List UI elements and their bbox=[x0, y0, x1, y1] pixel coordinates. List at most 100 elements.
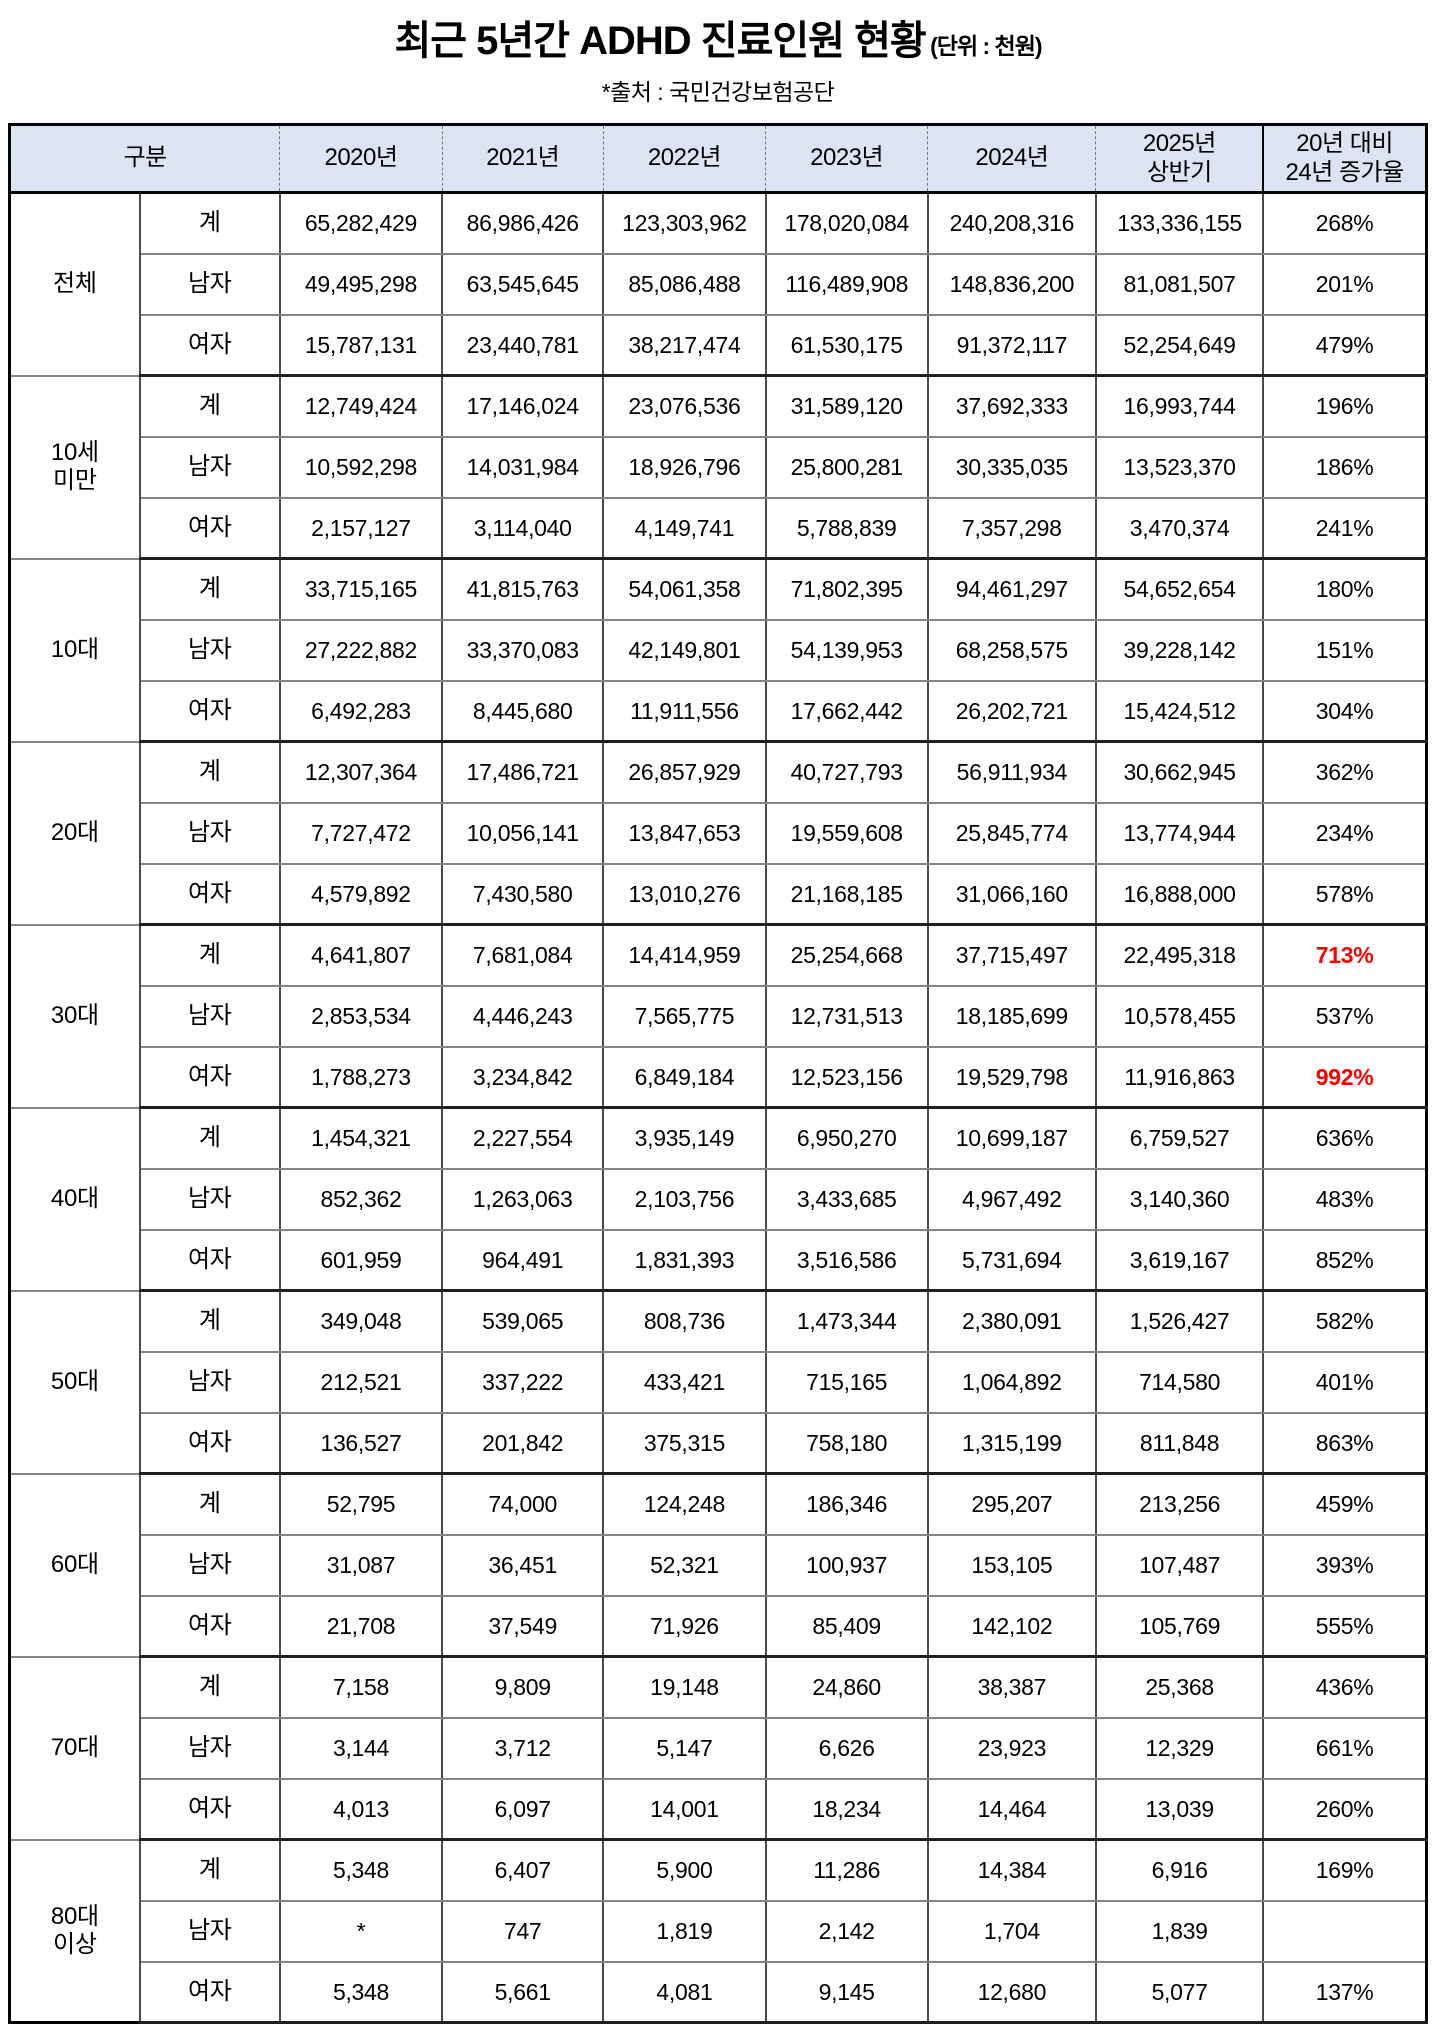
row-label: 남자 bbox=[139, 1534, 281, 1597]
page-title: 최근 5년간 ADHD 진료인원 현황 (단위 : 천원) bbox=[0, 0, 1436, 66]
value-cell: 5,077 bbox=[1095, 1961, 1265, 2024]
rate-cell: 268% bbox=[1263, 192, 1427, 255]
table-row: 여자 1,788,273 3,234,842 6,849,184 12,523,156 1… bbox=[10, 1046, 1427, 1109]
table-row: 60대 계 52,795 74,000 124,248 186,346 295,207 213… bbox=[9, 1473, 1427, 1658]
value-cell: 6,916 bbox=[1095, 1839, 1265, 1902]
value-cell: 3,140,360 bbox=[1095, 1168, 1265, 1231]
value-cell: 3,935,149 bbox=[603, 1107, 767, 1170]
value-cell: 5,348 bbox=[279, 1839, 444, 1902]
value-cell: 13,774,944 bbox=[1095, 802, 1265, 865]
value-cell: 186,346 bbox=[765, 1473, 929, 1536]
value-cell: 2,103,756 bbox=[603, 1168, 767, 1231]
title-unit-note: (단위 : 천원) bbox=[930, 33, 1042, 59]
rate-cell: 362% bbox=[1263, 741, 1427, 804]
value-cell: 30,335,035 bbox=[927, 436, 1097, 499]
value-cell: 7,727,472 bbox=[279, 802, 444, 865]
group-label: 70대 bbox=[9, 1656, 141, 1841]
value-cell: 6,626 bbox=[765, 1717, 929, 1780]
header-col-year: 2021년 bbox=[442, 124, 604, 194]
value-cell: 3,144 bbox=[279, 1717, 444, 1780]
row-label: 남자 bbox=[139, 436, 281, 499]
value-cell: 71,926 bbox=[603, 1595, 767, 1658]
rate-cell: 186% bbox=[1263, 436, 1427, 499]
table-row: 40대 계 1,454,321 2,227,554 3,935,149 6,950,270… bbox=[9, 1107, 1427, 1292]
value-cell: 4,081 bbox=[603, 1961, 767, 2024]
row-label: 계 bbox=[139, 741, 281, 804]
value-cell: 85,086,488 bbox=[603, 253, 767, 316]
table-row: 70대 계 7,158 9,809 19,148 24,860 38,387 25,368 43… bbox=[9, 1656, 1427, 1841]
value-cell: 52,254,649 bbox=[1095, 314, 1265, 377]
row-label: 계 bbox=[139, 558, 281, 621]
value-cell: 201,842 bbox=[442, 1412, 605, 1475]
row-label: 계 bbox=[139, 1473, 281, 1536]
value-cell: 14,031,984 bbox=[442, 436, 605, 499]
value-cell: 178,020,084 bbox=[765, 192, 929, 255]
table-row: 남자 49,495,298 63,545,645 85,086,488 116,489,… bbox=[10, 253, 1427, 316]
value-cell: 17,146,024 bbox=[442, 375, 605, 438]
value-cell: 94,461,297 bbox=[927, 558, 1097, 621]
table-row: 여자 4,013 6,097 14,001 18,234 14,464 13,039 260% bbox=[10, 1778, 1427, 1841]
value-cell: 1,454,321 bbox=[279, 1107, 444, 1170]
value-cell: 212,521 bbox=[279, 1351, 444, 1414]
row-label: 여자 bbox=[139, 497, 281, 560]
value-cell: 25,254,668 bbox=[765, 924, 929, 987]
table-row: 남자 2,853,534 4,446,243 7,565,775 12,731,513 1… bbox=[10, 985, 1427, 1048]
value-cell: 9,809 bbox=[442, 1656, 605, 1719]
value-cell: 38,387 bbox=[927, 1656, 1097, 1719]
group-label: 40대 bbox=[9, 1107, 141, 1292]
row-label: 계 bbox=[139, 375, 281, 438]
rate-cell: 234% bbox=[1263, 802, 1427, 865]
rate-cell: 537% bbox=[1263, 985, 1427, 1048]
value-cell: 19,148 bbox=[603, 1656, 767, 1719]
table-row: 남자 3,144 3,712 5,147 6,626 23,923 12,329 661% bbox=[10, 1717, 1427, 1780]
value-cell: 811,848 bbox=[1095, 1412, 1265, 1475]
rate-cell: 393% bbox=[1263, 1534, 1427, 1597]
row-label: 계 bbox=[139, 1107, 281, 1170]
value-cell: 19,529,798 bbox=[927, 1046, 1097, 1109]
rate-cell: 196% bbox=[1263, 375, 1427, 438]
rate-cell: 459% bbox=[1263, 1473, 1427, 1536]
row-label: 계 bbox=[139, 1290, 281, 1353]
value-cell: 54,652,654 bbox=[1095, 558, 1265, 621]
value-cell: 5,147 bbox=[603, 1717, 767, 1780]
value-cell: 16,993,744 bbox=[1095, 375, 1265, 438]
value-cell: 7,357,298 bbox=[927, 497, 1097, 560]
rate-cell: 578% bbox=[1263, 863, 1427, 926]
value-cell: 4,013 bbox=[279, 1778, 444, 1841]
value-cell: 1,819 bbox=[603, 1900, 767, 1963]
rate-cell bbox=[1263, 1900, 1427, 1963]
table-row: 남자 852,362 1,263,063 2,103,756 3,433,685 4,96… bbox=[10, 1168, 1427, 1231]
value-cell: * bbox=[279, 1900, 444, 1963]
rate-cell: 151% bbox=[1263, 619, 1427, 682]
rate-cell: 483% bbox=[1263, 1168, 1427, 1231]
value-cell: 240,208,316 bbox=[927, 192, 1097, 255]
value-cell: 41,815,763 bbox=[442, 558, 605, 621]
value-cell: 3,619,167 bbox=[1095, 1229, 1265, 1292]
value-cell: 23,923 bbox=[927, 1717, 1097, 1780]
value-cell: 6,849,184 bbox=[603, 1046, 767, 1109]
table-row: 남자 * 747 1,819 2,142 1,704 1,839 bbox=[10, 1900, 1427, 1963]
title-text: 최근 5년간 ADHD 진료인원 현황 bbox=[394, 19, 926, 63]
value-cell: 6,759,527 bbox=[1095, 1107, 1265, 1170]
header-col-year: 2023년 bbox=[765, 124, 929, 194]
value-cell: 56,911,934 bbox=[927, 741, 1097, 804]
value-cell: 15,787,131 bbox=[279, 314, 444, 377]
value-cell: 3,516,586 bbox=[765, 1229, 929, 1292]
value-cell: 12,749,424 bbox=[279, 375, 444, 438]
table-row: 20대 계 12,307,364 17,486,721 26,857,929 40,727… bbox=[9, 741, 1427, 926]
value-cell: 26,857,929 bbox=[603, 741, 767, 804]
rate-cell: 241% bbox=[1263, 497, 1427, 560]
value-cell: 52,795 bbox=[279, 1473, 444, 1536]
rate-cell: 401% bbox=[1263, 1351, 1427, 1414]
value-cell: 758,180 bbox=[765, 1412, 929, 1475]
value-cell: 10,592,298 bbox=[279, 436, 444, 499]
header-gubun: 구분 bbox=[9, 124, 281, 194]
row-label: 남자 bbox=[139, 253, 281, 316]
value-cell: 14,414,959 bbox=[603, 924, 767, 987]
rate-cell: 992% bbox=[1263, 1046, 1427, 1109]
value-cell: 11,916,863 bbox=[1095, 1046, 1265, 1109]
value-cell: 105,769 bbox=[1095, 1595, 1265, 1658]
value-cell: 153,105 bbox=[927, 1534, 1097, 1597]
value-cell: 12,329 bbox=[1095, 1717, 1265, 1780]
value-cell: 107,487 bbox=[1095, 1534, 1265, 1597]
